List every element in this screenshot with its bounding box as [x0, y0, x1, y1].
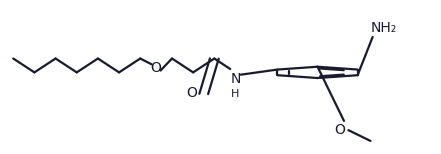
Text: NH₂: NH₂ [370, 21, 397, 35]
Text: O: O [334, 123, 345, 137]
Text: O: O [151, 61, 161, 75]
Text: H: H [232, 89, 239, 99]
Text: N: N [230, 72, 241, 85]
Text: O: O [186, 86, 197, 100]
